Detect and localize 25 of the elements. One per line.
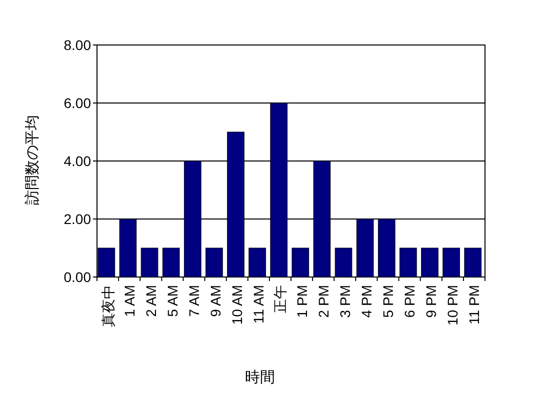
x-tick-label: 10 AM [229,285,246,325]
x-tick-label: 10 PM [444,285,461,326]
x-tick-label: 1 AM [121,285,138,317]
x-tick-label: 5 AM [164,285,180,317]
x-tick-label: 正午 [272,285,288,313]
x-tick-label: 4 PM [358,285,374,318]
x-tick-label: 9 AM [208,285,224,317]
x-tick-label: 6 PM [402,285,418,318]
y-tick-label: 2.00 [64,211,92,227]
y-axis-title: 訪問数の平均 [24,115,41,205]
x-tick-label: 1 PM [294,285,310,318]
x-tick-label: 真夜中 [100,285,116,327]
x-tick-label: 3 PM [336,285,353,318]
x-axis-title: 時間 [245,369,275,386]
x-tick-label: 2 AM [142,285,159,317]
x-tick-label: 11 AM [250,285,267,324]
y-tick-label: 6.00 [64,95,92,111]
x-tick-label: 7 AM [186,285,202,317]
y-tick-label: 0.00 [64,269,92,285]
y-tick-label: 4.00 [64,153,92,169]
y-tick-label: 8.00 [64,37,92,53]
x-tick-label: 5 PM [380,285,396,318]
x-tick-label: 2 PM [315,285,332,318]
x-tick-label: 11 PM [466,285,482,324]
x-tick-label: 9 PM [423,285,440,318]
